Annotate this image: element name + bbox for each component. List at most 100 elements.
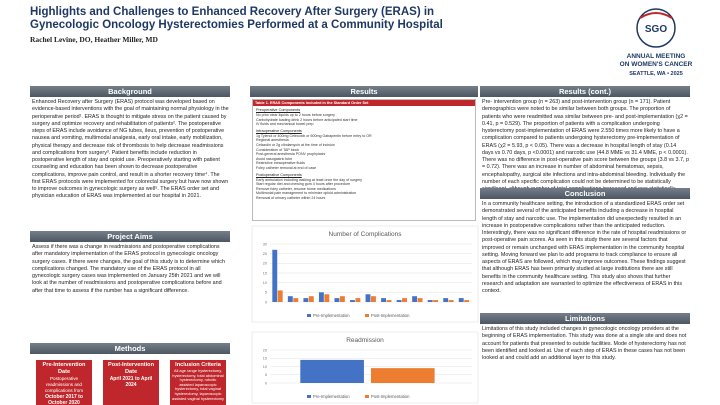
bar xyxy=(339,296,345,302)
authors: Rachel Levine, DO, Heather Miller, MD xyxy=(30,35,158,44)
y-tick-label: 0 xyxy=(265,300,267,304)
y-tick-label: 5 xyxy=(265,291,267,295)
y-tick-label: 0 xyxy=(265,381,267,385)
bar xyxy=(412,296,418,302)
method-box: Post-Intervention Date April 2021 to Apr… xyxy=(103,360,159,405)
bar xyxy=(427,300,433,302)
bar xyxy=(371,296,376,302)
method-text: All age range hysterectomy, hysterectomy… xyxy=(172,368,224,401)
y-tick-label: 20 xyxy=(263,262,267,266)
logo-line: ANNUAL MEETING xyxy=(627,53,686,60)
bar xyxy=(287,296,293,302)
y-tick-label: 15 xyxy=(263,271,267,275)
legend-label: Pre-Implementation xyxy=(313,313,350,318)
bar xyxy=(443,298,449,302)
logo-ring xyxy=(636,8,676,48)
bar xyxy=(396,300,402,302)
y-tick-label: 10 xyxy=(263,281,267,285)
logo-org: SGO xyxy=(645,24,667,35)
bar xyxy=(355,298,361,302)
bar xyxy=(365,294,371,302)
bar xyxy=(371,368,435,383)
chart-frame xyxy=(251,331,479,404)
bar xyxy=(402,298,407,302)
table-item: Carbohydrate loading drink 2 hours befor… xyxy=(256,117,358,122)
legend-label: Post-Implementation xyxy=(371,313,410,318)
table-item: Start regular diet and chewing gum 4 hou… xyxy=(256,182,351,187)
method-emphasis: October 2017 to October 2020 xyxy=(45,394,83,405)
table-group-heading: Preoperative Components xyxy=(256,108,301,112)
logo-arc xyxy=(639,12,673,19)
bar xyxy=(308,296,314,302)
bar xyxy=(417,298,423,302)
section-heading: Methods xyxy=(30,343,230,354)
bar xyxy=(318,292,324,302)
bar xyxy=(433,300,439,302)
legend-label: Pre-Implementation xyxy=(313,394,350,399)
bar xyxy=(448,300,454,302)
table-item: Multimodal pain management to minimize o… xyxy=(256,191,357,196)
poster-title: Highlights and Challenges to Enhanced Re… xyxy=(30,6,443,31)
method-box: Pre-Intervention Date Postoperative read… xyxy=(36,360,92,405)
y-tick-label: 20 xyxy=(263,348,267,352)
table-item: Consideration of TAP block xyxy=(256,147,300,152)
method-box: Inclusion Criteria All age range hystere… xyxy=(170,360,226,405)
y-tick-label: 10 xyxy=(263,365,267,369)
legend-swatch xyxy=(307,314,311,317)
section-heading: Limitations xyxy=(480,313,690,324)
y-tick-label: 15 xyxy=(263,357,267,361)
table-item: 1g Tylenol or 400mg Celecoxib or 600mg G… xyxy=(256,133,372,138)
bar xyxy=(324,294,330,302)
table-group-heading: Intraoperative Components xyxy=(256,128,302,133)
bar xyxy=(464,300,470,302)
logo-line: ON WOMEN'S CANCER xyxy=(620,61,693,68)
section-text: Pre- intervention group (n = 263) and po… xyxy=(482,99,689,199)
section-text: Assess if there was a change in readmiss… xyxy=(32,244,225,294)
table-item: Foley catheter removal at end of case xyxy=(256,165,317,170)
bar xyxy=(277,290,283,302)
table-item: Cefazolin or 2g clindamycin at the time … xyxy=(256,142,335,147)
y-tick-label: 5 xyxy=(265,373,267,377)
method-title: Post-Intervention Date xyxy=(108,362,154,375)
bar xyxy=(458,298,464,302)
bar xyxy=(381,298,386,302)
chart-title: Readmission xyxy=(346,337,384,344)
method-title: Pre-Intervention Date xyxy=(42,362,86,375)
section-text: In a community healthcare setting, the i… xyxy=(482,201,687,294)
chart-frame xyxy=(251,225,479,323)
method-text: Postoperative readmissions and complicat… xyxy=(44,376,84,393)
table-group-heading: Postoperative Components xyxy=(256,172,302,177)
bar xyxy=(300,359,364,383)
bar xyxy=(303,298,309,302)
table-item: Restrictive intraoperative fluids xyxy=(256,161,305,166)
table-title: Table 1. ERAS Components Included in the… xyxy=(253,100,475,106)
table-item: Avoid nasogastric tube xyxy=(256,156,293,161)
section-heading: Results xyxy=(250,86,478,97)
chart-title: Number of Complications xyxy=(329,231,403,238)
components-table: Table 1. ERAS Components Included in the… xyxy=(252,99,476,221)
logo-line: SEATTLE, WA • 2025 xyxy=(629,71,683,77)
bar xyxy=(386,300,392,302)
table-item: No prior clear liquids up to 2 hours bef… xyxy=(256,113,335,117)
method-title: Inclusion Criteria xyxy=(175,362,221,368)
section-heading: Results (cont.) xyxy=(480,86,690,97)
table-item: Regional anesthesia xyxy=(256,138,289,143)
section-text: Limitations of this study included chang… xyxy=(482,326,687,361)
logo: SGO ANNUAL MEETING ON WOMEN'S CANCER SEA… xyxy=(620,8,693,77)
table-item: Remove foley catheter, resume home medic… xyxy=(256,186,336,191)
y-tick-label: 30 xyxy=(263,242,267,246)
legend-swatch xyxy=(307,395,311,398)
section-heading: Project Aims xyxy=(30,231,230,242)
table-item: Removal of urinary catheter within 24 ho… xyxy=(256,195,326,200)
bar xyxy=(350,300,355,302)
table-item: Early ambulation including walking at le… xyxy=(256,177,363,182)
table-item: Post-general anesthesia PONV prophylaxis xyxy=(256,152,326,157)
y-tick-label: 25 xyxy=(263,252,267,256)
charts: Number of Complications 0 5 10 15 20 25 30 Pre-I… xyxy=(251,225,479,404)
legend-swatch xyxy=(365,395,369,398)
legend-swatch xyxy=(365,314,369,317)
bar xyxy=(334,298,340,302)
table-item: IV fluids and mechanical bowel prep xyxy=(256,122,314,127)
method-emphasis: April 2021 to April 2024 xyxy=(109,376,153,388)
